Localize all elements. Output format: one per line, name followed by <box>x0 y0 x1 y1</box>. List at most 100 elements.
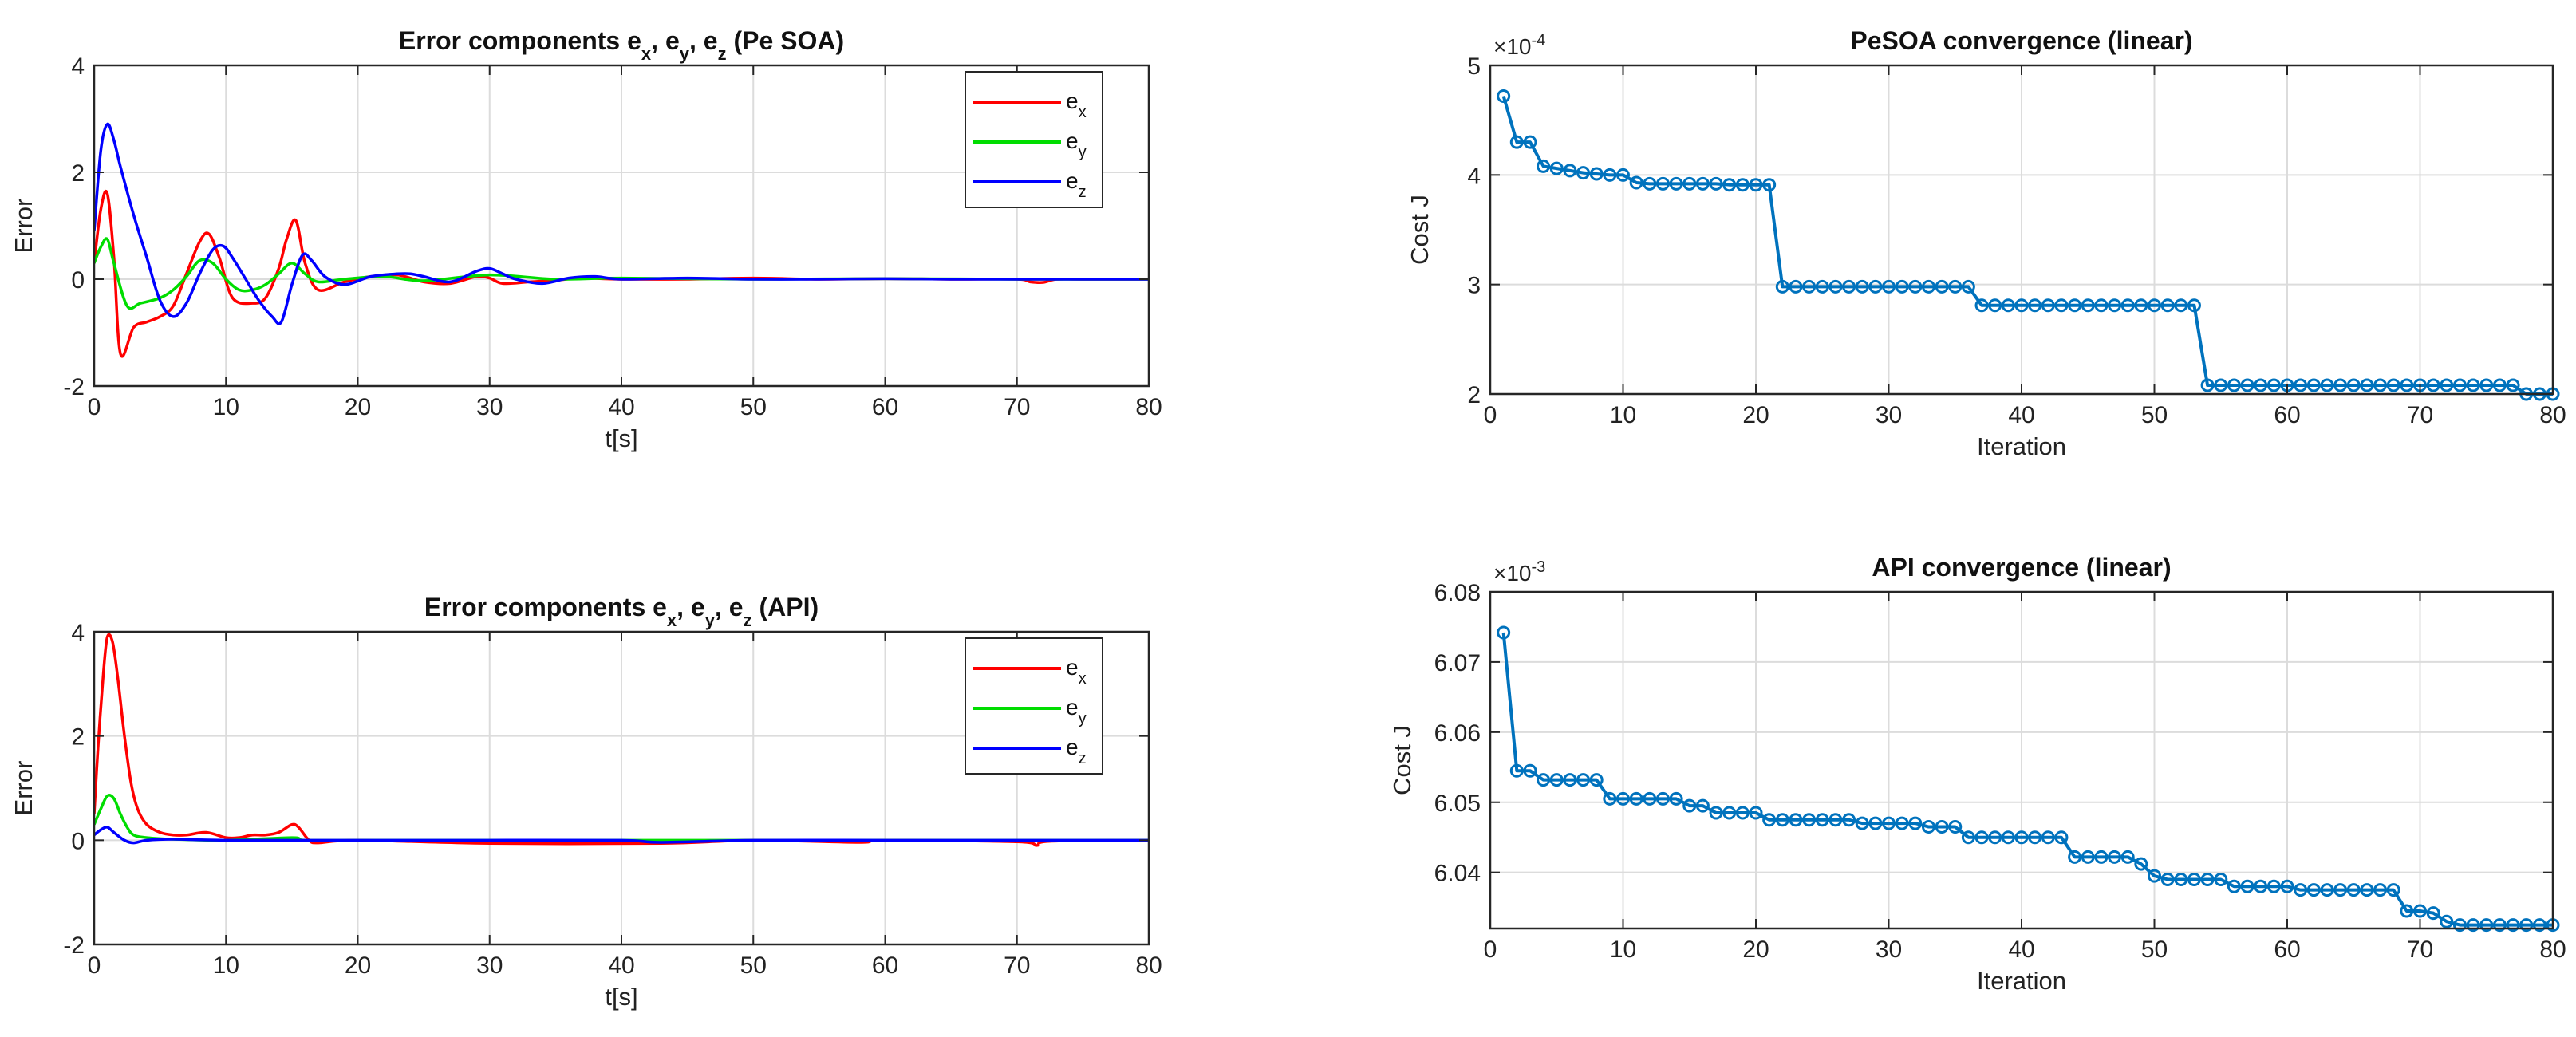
data-point <box>2214 378 2228 392</box>
data-point <box>2452 378 2467 392</box>
data-point <box>2294 883 2308 897</box>
data-point <box>2054 298 2069 313</box>
x-tick-label: 20 <box>345 952 371 979</box>
data-point <box>2306 883 2321 897</box>
exponent-base: ×10 <box>1493 561 1532 586</box>
data-point <box>2108 298 2122 313</box>
data-point <box>2320 378 2334 392</box>
data-point <box>1655 176 1670 191</box>
x-tick-label: 60 <box>872 952 898 979</box>
data-point <box>2094 298 2109 313</box>
exponent-base: ×10 <box>1493 34 1532 59</box>
x-tick-label: 70 <box>2407 936 2433 963</box>
title-part: e <box>665 26 680 55</box>
y-tick-label: 4 <box>1467 163 1481 189</box>
data-point <box>1749 178 1763 192</box>
data-point <box>2400 904 2414 918</box>
data-point <box>1589 167 1604 181</box>
title-part: e <box>704 26 718 55</box>
data-point <box>1695 798 1710 813</box>
data-point <box>2333 378 2348 392</box>
data-point <box>1789 813 1803 827</box>
legend-label-y: ey <box>1066 695 1087 727</box>
data-point <box>2492 918 2507 933</box>
x-tick-label: 10 <box>1610 936 1636 963</box>
data-point <box>2506 918 2520 933</box>
title-part: e <box>729 593 744 621</box>
data-point <box>1589 773 1604 787</box>
data-point <box>2519 918 2534 933</box>
data-point <box>1868 816 1883 830</box>
legend-box <box>965 71 1103 208</box>
legend-label-base: e <box>1066 168 1079 193</box>
x-tick-label: 70 <box>1004 952 1030 979</box>
data-point <box>1523 763 1537 778</box>
data-point <box>2068 298 2082 313</box>
legend-label-sub: z <box>1079 183 1087 201</box>
data-point <box>1603 791 1617 806</box>
x-tick-label: 60 <box>2274 402 2300 428</box>
data-point <box>2426 906 2440 921</box>
data-point <box>2532 918 2546 933</box>
data-point <box>2400 378 2414 392</box>
data-point <box>1576 166 1591 180</box>
x-tick-label: 0 <box>88 394 101 420</box>
data-point <box>1895 279 1909 294</box>
title-part: , <box>677 593 691 621</box>
data-point <box>1868 279 1883 294</box>
legend-label-base: e <box>1066 128 1079 153</box>
data-point <box>2120 850 2135 864</box>
data-point <box>2014 298 2029 313</box>
y-axis-label: Error <box>10 761 37 816</box>
series-path <box>93 826 1149 845</box>
data-point <box>1682 798 1697 813</box>
data-point <box>2068 850 2082 864</box>
data-point <box>2148 869 2161 883</box>
chart-title: Error components ex, ey, ez (API) <box>424 593 819 630</box>
data-point <box>2041 830 2055 845</box>
data-point <box>1974 830 1989 845</box>
data-point <box>1537 773 1551 787</box>
legend-label-base: e <box>1066 695 1079 720</box>
chart-p3: 0 10 20 30 40 50 60 70 80 2 3 4 5 PeSOA convergence (… <box>1406 26 2566 460</box>
title-part: e <box>691 593 705 621</box>
legend-box <box>965 637 1103 775</box>
x-tick-label: 50 <box>740 394 767 420</box>
data-point <box>1935 820 1949 834</box>
data-point <box>1643 176 1657 191</box>
exponent-power: -4 <box>1532 32 1546 49</box>
legend-label-sub: y <box>1079 710 1087 727</box>
title-part: x <box>641 44 652 64</box>
y-tick-label: -2 <box>63 374 85 400</box>
data-point <box>1908 816 1923 830</box>
data-point <box>1563 773 1577 787</box>
data-point <box>2014 830 2029 845</box>
y-tick-label: 6.06 <box>1434 720 1481 747</box>
data-point <box>2240 378 2254 392</box>
data-point <box>1775 813 1789 827</box>
x-tick-label: 40 <box>2008 402 2034 428</box>
data-point <box>2214 872 2228 886</box>
data-point <box>1722 178 1737 192</box>
y-tick-label: 2 <box>1467 382 1481 408</box>
x-tick-label: 40 <box>2008 936 2034 963</box>
data-point <box>1603 168 1617 182</box>
x-axis-label: Iteration <box>1977 967 2066 995</box>
data-point <box>1855 279 1869 294</box>
data-point <box>1629 175 1643 190</box>
x-tick-label: 20 <box>345 394 371 420</box>
legend-label-base: e <box>1066 655 1079 680</box>
data-point <box>2160 872 2175 886</box>
legend-label-z: ez <box>1066 168 1087 201</box>
data-point <box>1948 279 1963 294</box>
data-point <box>1523 135 1537 149</box>
legend-label-sub: z <box>1079 750 1087 767</box>
data-point <box>1775 279 1789 294</box>
title-part: , <box>715 593 729 621</box>
x-tick-label: 10 <box>213 952 239 979</box>
data-point <box>1882 816 1896 830</box>
y-tick-label: 6.04 <box>1434 861 1481 887</box>
data-point <box>1509 135 1524 149</box>
